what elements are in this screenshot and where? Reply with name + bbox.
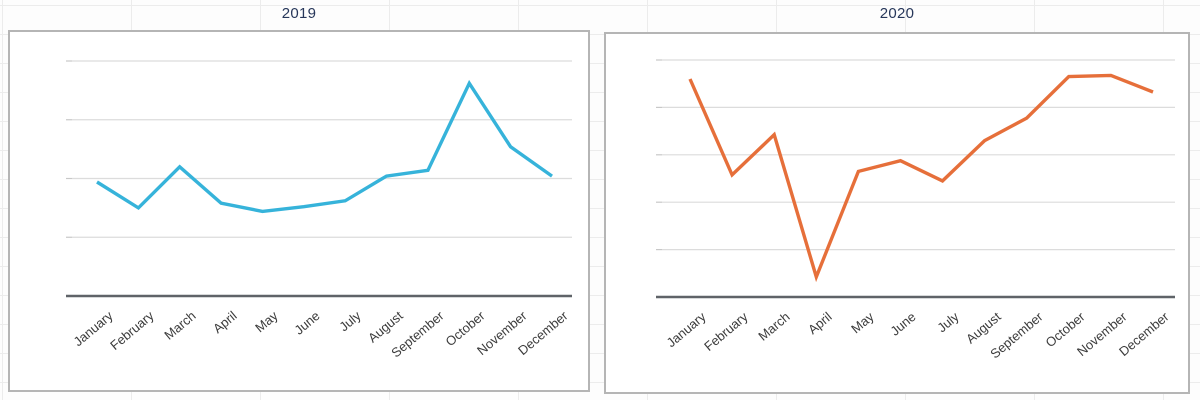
line-series-2019 [96,79,553,214]
line-chart-2019 [66,60,572,298]
chart-title-2020: 2020 [879,5,915,22]
chart-panel-2019: January February March April May June July Augu… [8,30,590,392]
line-series-2020 [688,73,1154,283]
chart-title-2019: 2019 [281,5,317,22]
chart-panel-2020: January February March April May June July Augu… [604,32,1190,394]
line-chart-2020 [656,59,1175,299]
